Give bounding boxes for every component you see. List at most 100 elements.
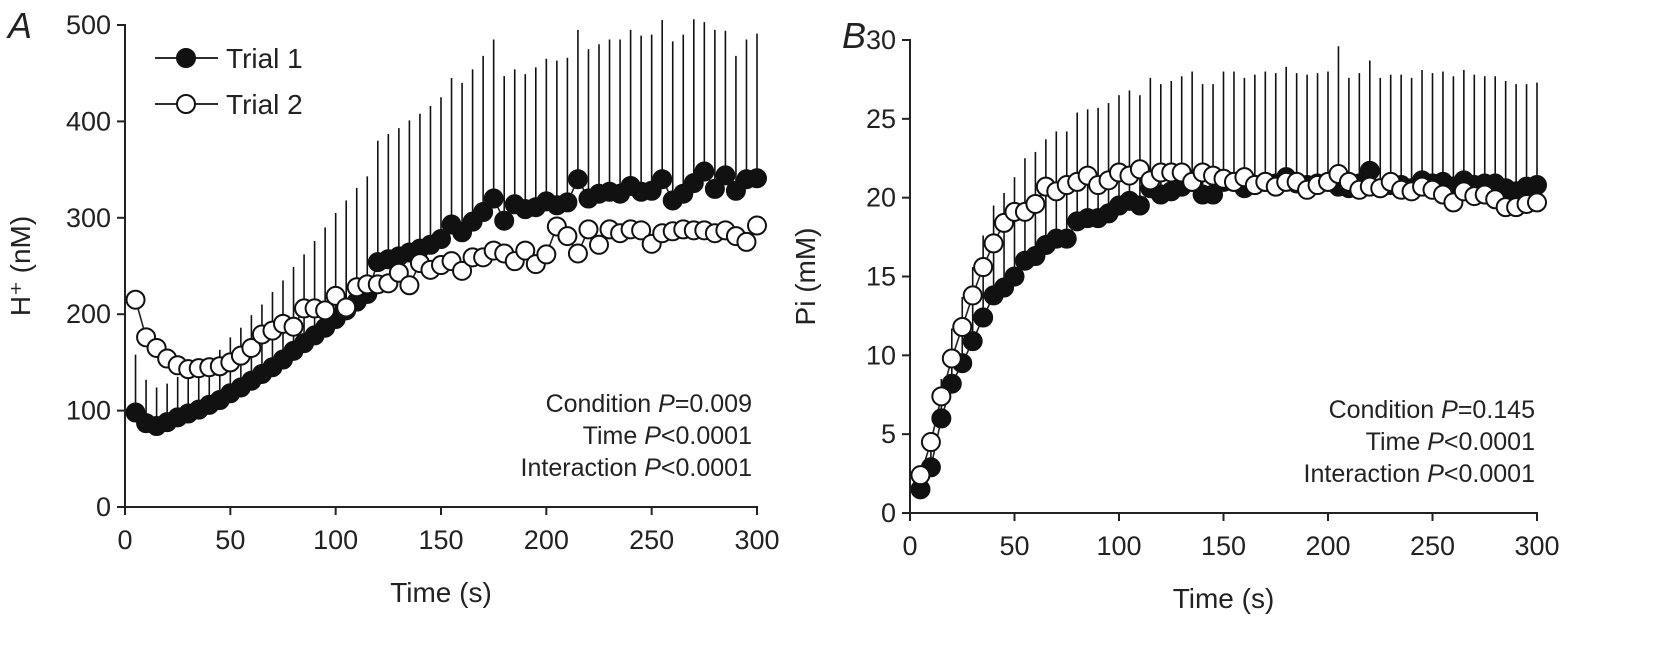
panel-b-point-trial-2 <box>1527 192 1547 213</box>
panel-b-point-trial-2 <box>920 432 941 453</box>
panel-b-y-tick-label: 10 <box>866 340 896 370</box>
panel-b-x-tick-label: 150 <box>1201 531 1246 561</box>
panel-a-point-trial-2 <box>388 262 409 283</box>
panel-b-stat-p: P <box>1427 428 1444 456</box>
panel-a-y-axis-title: H⁺ (nM) <box>5 216 36 316</box>
panel-b-y-tick-label: 15 <box>866 262 896 292</box>
panel-b-y-tick-label: 30 <box>866 25 896 55</box>
panel-b-stat-line: Time P<0.0001 <box>1366 428 1535 456</box>
panel-a-point-trial-1 <box>483 188 504 209</box>
panel-a-point-trial-2 <box>315 300 336 321</box>
panel-a-legend-marker-trial-1 <box>176 48 196 68</box>
panel-b-y-tick-label: 20 <box>866 183 896 213</box>
panel-b-point-trial-1 <box>941 373 962 394</box>
panel-a-point-trial-1 <box>694 161 715 182</box>
panel-a-point-trial-2 <box>241 337 262 358</box>
panel-b-point-trial-1 <box>931 408 952 429</box>
panel-a-y-tick-label: 300 <box>66 203 111 233</box>
panel-b-point-trial-2 <box>941 348 962 369</box>
panel-b-point-trial-2 <box>931 386 952 407</box>
panel-a-point-trial-1 <box>704 178 725 199</box>
panel-a-stat-label: Condition <box>546 390 659 418</box>
panel-b-point-trial-1 <box>1129 195 1150 216</box>
panel-a-stat-line: Interaction P<0.0001 <box>521 454 752 482</box>
panel-b-x-tick-label: 50 <box>999 531 1029 561</box>
panel-a-legend-marker-trial-2 <box>176 94 196 114</box>
panel-a-point-trial-2 <box>557 226 578 247</box>
panel-a-stat-p: P <box>644 454 661 482</box>
panel-a-point-trial-1 <box>747 168 767 189</box>
panel-a-point-trial-2 <box>747 215 767 236</box>
panel-b-y-tick-label: 0 <box>881 498 896 528</box>
panel-b-point-trial-1 <box>973 307 994 328</box>
panel-a-x-tick-label: 50 <box>215 525 245 555</box>
panel-a-stat-label: Time <box>583 422 645 450</box>
panel-a-point-trial-1 <box>567 169 588 190</box>
panel-a-letter: A <box>6 5 32 46</box>
panel-a-stat-value: <0.0001 <box>661 422 752 450</box>
panel-a-stat-p: P <box>644 422 661 450</box>
panel-b-stat-p: P <box>1441 396 1458 424</box>
panel-a-point-trial-2 <box>589 234 609 255</box>
panel-a-stat-value: <0.0001 <box>661 454 752 482</box>
panel-b-stat-value: =0.145 <box>1458 396 1535 424</box>
panel-b-stat-label: Time <box>1366 428 1428 456</box>
panel-b-point-trial-2 <box>910 465 931 486</box>
panel-b-stat-value: <0.0001 <box>1444 428 1535 456</box>
panel-b-point-trial-2 <box>983 233 1004 254</box>
panel-a-x-tick-label: 300 <box>734 525 779 555</box>
panel-a-point-trial-2 <box>578 219 599 240</box>
panel-a-point-trial-1 <box>473 202 494 223</box>
panel-b-letter: B <box>842 15 866 56</box>
panel-a-x-tick-label: 200 <box>524 525 569 555</box>
panel-b-stat-value: <0.0001 <box>1444 460 1535 488</box>
panel-b-stat-line: Condition P=0.145 <box>1329 396 1535 424</box>
panel-a-point-trial-1 <box>715 165 736 186</box>
panel-a-x-tick-label: 100 <box>313 525 358 555</box>
panel-a-x-tick-label: 0 <box>117 525 132 555</box>
panel-b-point-trial-1 <box>1056 228 1077 249</box>
panel-a-point-trial-2 <box>736 231 757 252</box>
panel-b-y-axis-title: Pi (mM) <box>790 228 821 326</box>
panel-a-y-tick-label: 200 <box>66 299 111 329</box>
panel-a-stat-line: Time P<0.0001 <box>583 422 752 450</box>
panel-b-stat-label: Condition <box>1329 396 1442 424</box>
panel-b-y-tick-label: 25 <box>866 104 896 134</box>
panel-a-stat-label: Interaction <box>521 454 645 482</box>
panel-b-y-tick-label: 5 <box>881 419 896 449</box>
panel-b-point-trial-1 <box>962 331 983 352</box>
panel-a-point-trial-2 <box>283 316 304 337</box>
panel-a-y-tick-label: 500 <box>66 10 111 40</box>
panel-a-y-tick-label: 100 <box>66 396 111 426</box>
panel-b-stat-line: Interaction P<0.0001 <box>1304 460 1535 488</box>
panel-b-x-tick-label: 0 <box>902 531 917 561</box>
panel-a-x-tick-label: 250 <box>629 525 674 555</box>
panel-a-legend-label-trial-1: Trial 1 <box>226 43 303 74</box>
panel-a-point-trial-1 <box>652 169 673 190</box>
panel-b-point-trial-1 <box>1004 266 1025 287</box>
panel-a-point-trial-2 <box>536 244 557 265</box>
panel-b-stat-label: Interaction <box>1304 460 1428 488</box>
panel-a-y-tick-label: 400 <box>66 106 111 136</box>
panel-a-point-trial-2 <box>452 260 473 281</box>
panel-b-x-axis-title: Time (s) <box>1173 583 1275 614</box>
panel-b-point-trial-2 <box>952 316 973 337</box>
panel-a-point-trial-2 <box>125 289 146 310</box>
panel-a-x-axis-title: Time (s) <box>390 577 492 608</box>
panel-a-point-trial-1 <box>494 210 515 231</box>
panel-b-point-trial-2 <box>962 285 983 306</box>
panel-a-point-trial-2 <box>567 243 588 264</box>
panel-b-x-tick-label: 100 <box>1096 531 1141 561</box>
panel-b-point-trial-2 <box>1025 193 1046 214</box>
panel-a-point-trial-1 <box>557 192 578 213</box>
panel-a-x-tick-label: 150 <box>418 525 463 555</box>
panel-a: A 0 100 200 300 400 500 0 50 100 150 200 250 300 Time… <box>5 5 780 608</box>
panel-a-point-trial-1 <box>431 229 451 250</box>
panel-a-y-tick-label: 0 <box>96 492 111 522</box>
panel-b-stat-p: P <box>1427 460 1444 488</box>
panel-a-point-trial-2 <box>631 220 652 241</box>
panel-b-x-tick-label: 250 <box>1410 531 1455 561</box>
panel-a-point-trial-2 <box>336 297 357 318</box>
